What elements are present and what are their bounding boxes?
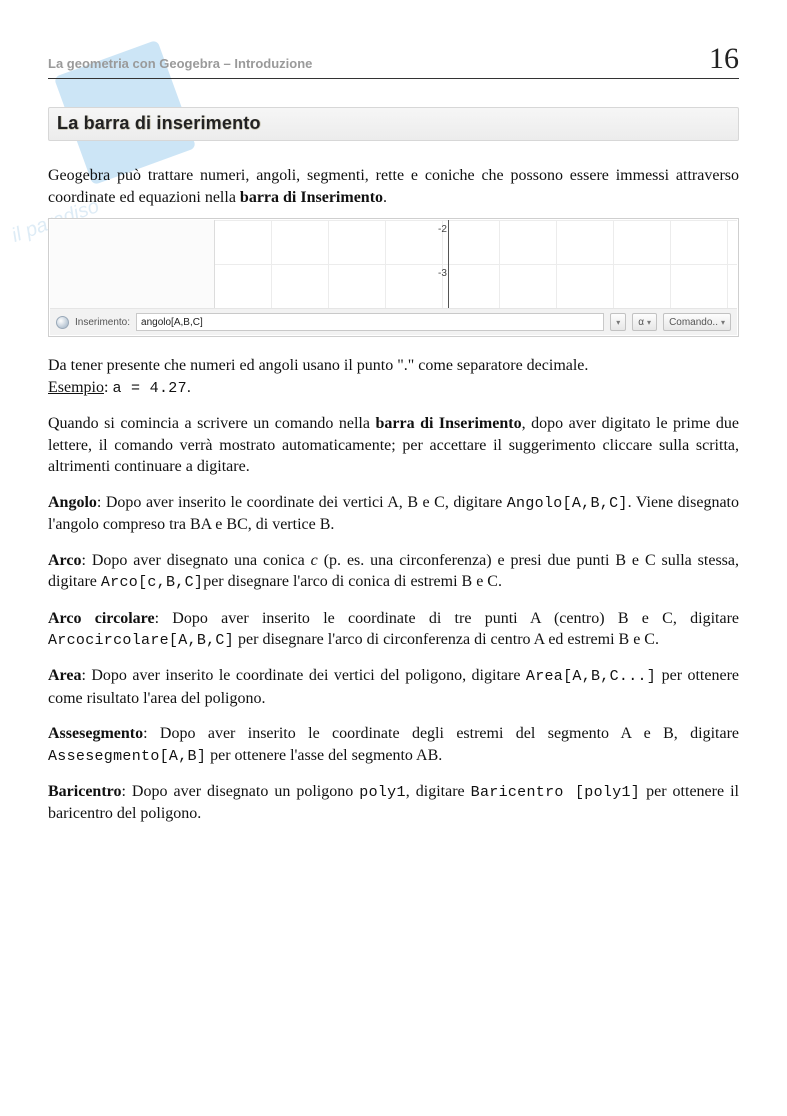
- app-screenshot: -2 -3 Inserimento: ▾ α▾ Comando..▾: [48, 218, 739, 337]
- entry-angolo: Angolo: Dopo aver inserito le coordinate…: [48, 492, 739, 536]
- command-select[interactable]: Comando..▾: [663, 313, 731, 331]
- arcocirc-code: Arcocircolare[A,B,C]: [48, 632, 234, 649]
- running-head: La geometria con Geogebra – Introduzione: [48, 56, 312, 71]
- input-label: Inserimento:: [75, 317, 130, 328]
- term-bari: Baricentro: [48, 783, 121, 800]
- app-side-panel: [50, 220, 215, 308]
- asse-b: per ottenere l'asse del segmento AB.: [206, 747, 442, 764]
- alpha-label: α: [638, 317, 644, 328]
- arco-b: per disegnare l'arco di conica di estrem…: [203, 573, 502, 590]
- intro-text-c: .: [383, 189, 387, 206]
- input-history-button[interactable]: ▾: [610, 313, 626, 331]
- page-number: 16: [709, 42, 739, 76]
- intro-paragraph: Geogebra può trattare numeri, angoli, se…: [48, 165, 739, 208]
- intro-text-a: Geogebra può trattare numeri, angoli, se…: [48, 167, 739, 206]
- example-end: .: [187, 379, 191, 396]
- bari-code2: Baricentro [poly1]: [471, 784, 640, 801]
- chevron-down-icon: ▾: [721, 318, 725, 327]
- bari-code1: poly1: [359, 784, 406, 801]
- arco-code: Arco[c,B,C]: [101, 574, 203, 591]
- page-header: La geometria con Geogebra – Introduzione…: [48, 42, 739, 79]
- input-icon: [56, 316, 69, 329]
- term-area: Area: [48, 667, 81, 684]
- ac-a: Quando si comincia a scrivere un comando…: [48, 415, 375, 432]
- asse-code: Assesegmento[A,B]: [48, 748, 206, 765]
- chevron-down-icon: ▾: [616, 318, 620, 327]
- asse-a: : Dopo aver inserito le coordinate degli…: [143, 725, 739, 742]
- command-select-label: Comando..: [669, 317, 718, 328]
- term-arcocirc: Arco circolare: [48, 610, 155, 627]
- arcocirc-b: per disegnare l'arco di circonferenza di…: [234, 631, 659, 648]
- intro-bold: barra di Inserimento: [240, 189, 383, 206]
- arco-a: : Dopo aver disegnato una conica: [81, 552, 310, 569]
- term-arco: Arco: [48, 552, 81, 569]
- entry-arco-circolare: Arco circolare: Dopo aver inserito le co…: [48, 608, 739, 652]
- entry-assesegmento: Assesegmento: Dopo aver inserito le coor…: [48, 723, 739, 767]
- angolo-a: : Dopo aver inserito le coordinate dei v…: [97, 494, 507, 511]
- axis-label-minus3: -3: [438, 268, 447, 279]
- alpha-button[interactable]: α▾: [632, 313, 657, 331]
- section-title-bar: La barra di inserimento: [48, 107, 739, 141]
- area-a: : Dopo aver inserito le coordinate dei v…: [81, 667, 525, 684]
- term-asse: Assesegmento: [48, 725, 143, 742]
- area-code: Area[A,B,C...]: [526, 668, 656, 685]
- term-angolo: Angolo: [48, 494, 97, 511]
- bari-a: : Dopo aver disegnato un poligono: [121, 783, 359, 800]
- example-code: a = 4.27: [112, 380, 186, 397]
- entry-area: Area: Dopo aver inserito le coordinate d…: [48, 665, 739, 709]
- app-input-bar: Inserimento: ▾ α▾ Comando..▾: [50, 309, 737, 335]
- example-label: Esempio: [48, 379, 104, 396]
- autocomplete-paragraph: Quando si comincia a scrivere un comando…: [48, 413, 739, 478]
- entry-arco: Arco: Dopo aver disegnato una conica c (…: [48, 550, 739, 594]
- decimal-note: Da tener presente che numeri ed angoli u…: [48, 355, 739, 399]
- app-y-axis: [448, 220, 449, 308]
- angolo-code: Angolo[A,B,C]: [507, 495, 628, 512]
- arco-it: c: [311, 552, 318, 569]
- decimal-note-text: Da tener presente che numeri ed angoli u…: [48, 357, 588, 374]
- arcocirc-a: : Dopo aver inserito le coordinate di tr…: [155, 610, 739, 627]
- page: il paradiso La geometria con Geogebra – …: [0, 0, 787, 887]
- entry-baricentro: Baricentro: Dopo aver disegnato un polig…: [48, 781, 739, 825]
- ac-bold: barra di Inserimento: [375, 415, 521, 432]
- bari-a2: , digitare: [406, 783, 471, 800]
- command-input[interactable]: [136, 313, 604, 331]
- axis-label-minus2: -2: [438, 224, 447, 235]
- section-title: La barra di inserimento: [57, 113, 261, 133]
- app-canvas: -2 -3: [50, 220, 737, 309]
- chevron-down-icon: ▾: [647, 318, 651, 327]
